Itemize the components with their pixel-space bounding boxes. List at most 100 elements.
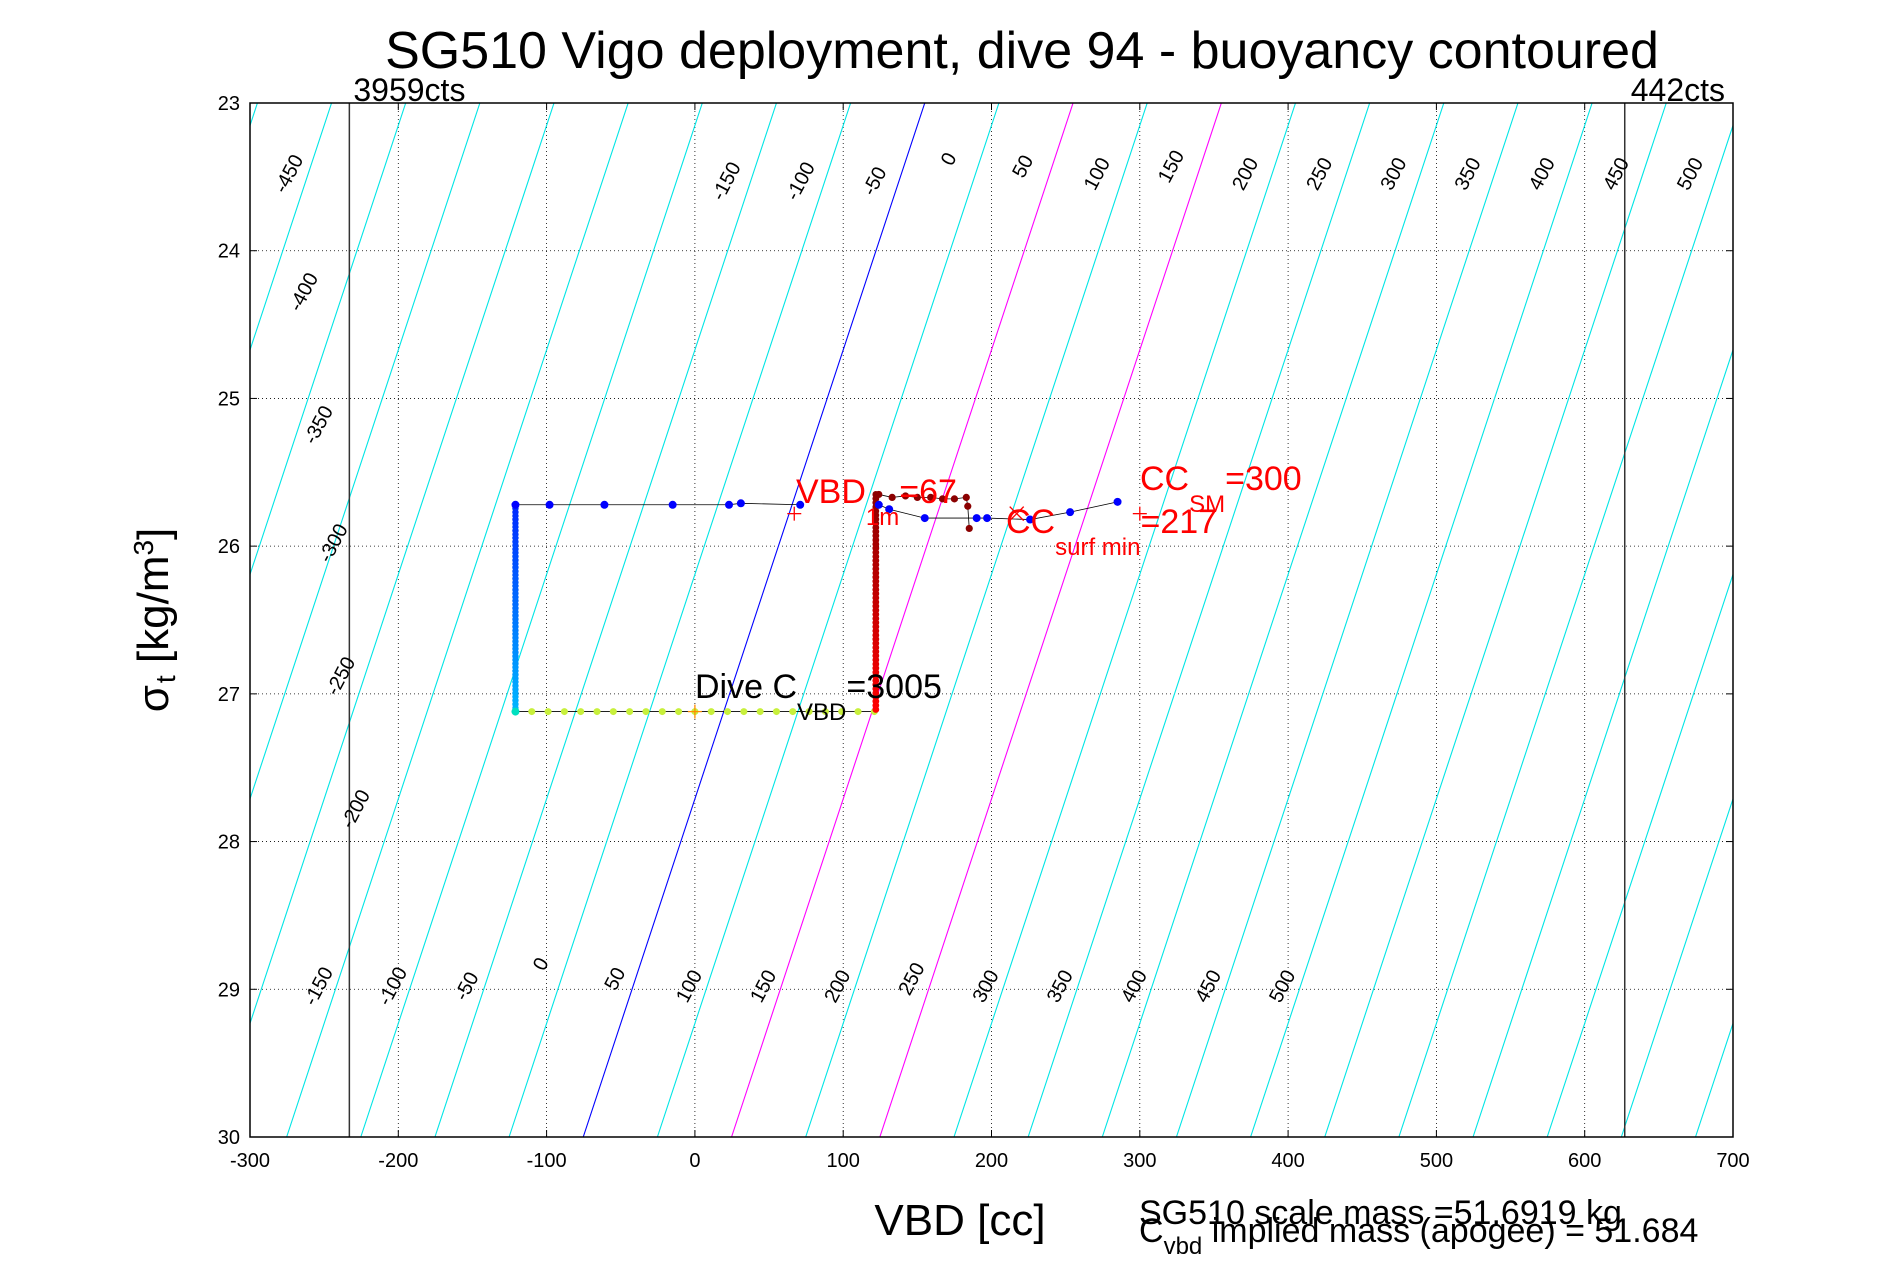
y-tick-label: 26 (218, 536, 240, 558)
contour-line (953, 103, 1297, 1137)
climb-point (872, 706, 880, 713)
climb-top-line (878, 494, 970, 529)
contour-line (1620, 797, 1733, 1137)
y-tick-label: 30 (218, 1127, 240, 1149)
y-tick-label: 25 (218, 388, 240, 410)
contour-line (1694, 1021, 1733, 1137)
contour-level-label: -150 (300, 964, 338, 1010)
ccsm-annotation: CCSM=300 (1140, 460, 1302, 518)
ccsm-main: CC (1140, 460, 1189, 498)
x-tick-label: 100 (827, 1150, 860, 1172)
contour-labels: -450-400-350-300-250-200-150 -100 -500 50 10… (270, 147, 1708, 1010)
contour-line (250, 103, 555, 1026)
ccsurf-main: CC (1006, 503, 1055, 541)
contour-line (656, 103, 1000, 1137)
dive-point (736, 499, 745, 508)
dive-point (668, 500, 677, 509)
climb-top-point (962, 493, 970, 501)
buoyancy-contours (250, 103, 1891, 1137)
contour-level-label: -150 (708, 159, 746, 205)
bottom-point (821, 708, 829, 716)
vbd-limit-label: 3959cts (353, 72, 465, 108)
y-tick-label: 27 (218, 684, 240, 706)
climb-top-point (965, 524, 973, 533)
bottom-point (675, 708, 683, 716)
grid (249, 102, 1734, 1138)
contour-line (250, 103, 333, 352)
contour-line (879, 103, 1222, 1137)
footer-rest: implied mass (apogee) = 51.684 (1202, 1212, 1698, 1250)
x-tick-label: 600 (1568, 1150, 1601, 1172)
contour-line (1398, 123, 1733, 1137)
dive-cvbd-annotation: Dive CVBD=3005 (695, 668, 942, 726)
apogee-point (511, 707, 520, 716)
y-label-sigma: σ (129, 685, 178, 712)
bottom-point (577, 708, 585, 716)
y-axis-label: σt [kg/m3] (128, 528, 182, 713)
contour-level-label: -350 (300, 402, 338, 448)
bottom-point (707, 708, 715, 716)
contour-line (1770, 103, 1891, 1137)
contour-level-label: 350 (1043, 967, 1078, 1007)
contour-level-label: -200 (337, 786, 375, 832)
x-tick-label: -100 (527, 1150, 567, 1172)
contour-line (1472, 348, 1733, 1137)
y-tick-label: 23 (218, 93, 240, 115)
contour-level-label: 150 (746, 967, 781, 1007)
bottom-point (740, 708, 748, 716)
contour-line (434, 103, 777, 1137)
vbd1m-main: VBD (796, 473, 866, 511)
x-tick-labels: -300 -200 -100 0 100 200 300 400 500 600 700 (230, 1150, 1750, 1172)
bottom-point (593, 708, 601, 716)
bottom-point (544, 708, 552, 716)
contour-level-label: 250 (1302, 154, 1337, 194)
y-label-end: ] (129, 528, 178, 540)
bottom-point (560, 708, 568, 716)
dive-point (545, 500, 554, 509)
contour-level-label: 250 (895, 959, 930, 999)
dive-val: =3005 (846, 668, 942, 706)
contour-level-label: 0 (529, 954, 554, 974)
vbd1m-sub: 1m (866, 504, 899, 531)
contour-level-label: -100 (374, 964, 412, 1010)
vbd-limit-label: 442cts (1631, 72, 1725, 108)
dive-point (796, 500, 805, 509)
svg-text:σt [kg/m3]: σt [kg/m3] (128, 528, 182, 713)
contour-level-label: 500 (1673, 154, 1708, 194)
contour-line (286, 103, 629, 1137)
bottom-point (854, 708, 862, 716)
climb-top-point (901, 492, 910, 500)
x-axis-label: VBD [cc] (874, 1196, 1045, 1245)
bottom-point (756, 708, 764, 716)
y-label-sup: 3 (128, 540, 159, 556)
dive-main: Dive C (695, 668, 797, 706)
surface-point (983, 514, 992, 523)
y-tick-label: 29 (218, 979, 240, 1001)
x-tick-label: 500 (1420, 1150, 1453, 1172)
surface-point (1066, 508, 1075, 517)
vbd1m-val: =67 (899, 473, 957, 511)
contour-line (731, 103, 1074, 1137)
bottom-point (642, 708, 650, 716)
y-label-rest: [kg/m (129, 556, 178, 676)
footer-c: C (1139, 1212, 1164, 1250)
x-tick-label: -300 (230, 1150, 270, 1172)
contour-level-label: 150 (1154, 147, 1189, 187)
vbd1m-annotation: VBD1m=67 (796, 473, 957, 531)
ccsm-sub: SM (1189, 491, 1225, 518)
footer-scale-mass: SG510 scale mass =51.6919 kg (1139, 1194, 1622, 1232)
contour-level-label: 0 (937, 149, 962, 169)
bottom-point (805, 708, 813, 716)
contour-level-label: 100 (1080, 154, 1115, 194)
contour-level-label: 450 (1599, 154, 1634, 194)
dive-point (511, 500, 520, 509)
surface-point (1113, 497, 1122, 506)
ccsurf-sub: surf min (1055, 534, 1140, 561)
x-marker-b (1009, 506, 1025, 522)
contour-level-label: 300 (969, 967, 1004, 1007)
contour-line (360, 103, 703, 1137)
x-tick-label: 200 (975, 1150, 1008, 1172)
contour-level-label: -400 (285, 269, 323, 315)
contour-line (805, 103, 1148, 1137)
bottom-point (528, 708, 536, 716)
